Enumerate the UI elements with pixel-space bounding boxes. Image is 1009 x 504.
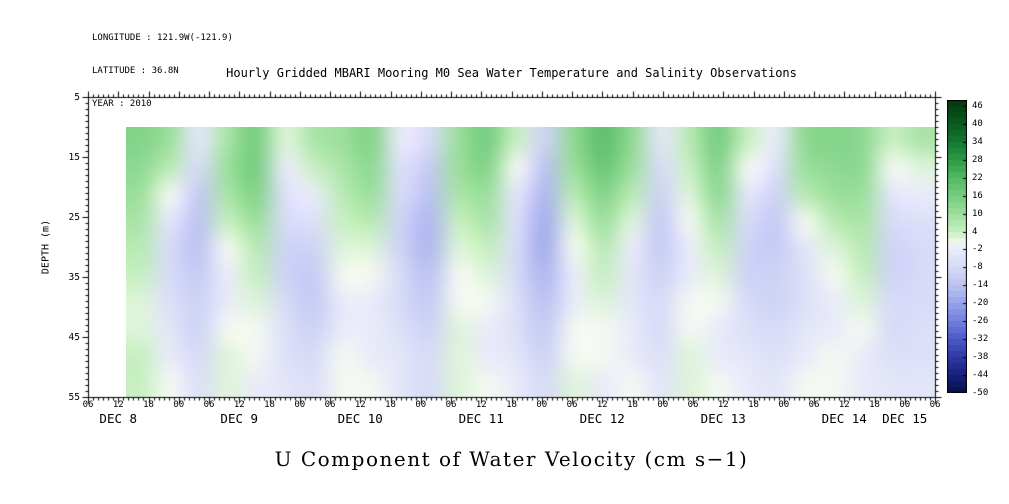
colorbar-tick-label: -14 <box>972 280 989 291</box>
x-hour-tick-label: 06 <box>445 400 457 410</box>
colorbar-tick-label: -32 <box>972 334 989 345</box>
x-hour-tick-label: 00 <box>415 400 427 410</box>
x-hour-tick-label: 12 <box>717 400 729 410</box>
x-hour-tick-label: 00 <box>536 400 548 410</box>
y-axis-label: DEPTH (m) <box>40 219 52 275</box>
x-hour-tick-label: 06 <box>82 400 94 410</box>
colorbar-tick-label: -8 <box>972 262 983 273</box>
x-hour-tick-label: 12 <box>475 400 487 410</box>
colorbar-tick-label: 46 <box>972 100 983 111</box>
colorbar-tick-label: 16 <box>972 190 983 201</box>
colorbar-tick-label: -2 <box>972 244 983 255</box>
x-date-label: DEC 15 <box>882 411 928 426</box>
x-hour-tick-label: 00 <box>657 400 669 410</box>
y-tick-label: 45 <box>68 331 80 343</box>
x-date-label: DEC 9 <box>220 411 259 426</box>
x-hour-tick-label: 18 <box>385 400 396 410</box>
colorbar-tick-label: 28 <box>972 154 983 165</box>
colorbar-tick-label: -38 <box>972 352 989 363</box>
x-hour-tick-label: 12 <box>233 400 245 410</box>
colorbar-tick-label: -50 <box>972 388 989 398</box>
colorbar-tick-label: 34 <box>972 136 983 147</box>
x-hour-tick-label: 06 <box>808 400 820 410</box>
x-hour-tick-label: 00 <box>778 400 790 410</box>
y-tick-label: 15 <box>68 151 80 163</box>
x-hour-tick-label: 18 <box>869 400 880 410</box>
x-hour-tick-label: 18 <box>264 400 275 410</box>
y-tick-label: 55 <box>68 391 80 403</box>
x-date-label: DEC 14 <box>821 411 867 426</box>
x-hour-tick-label: 12 <box>838 400 850 410</box>
x-hour-tick-label: 06 <box>203 400 215 410</box>
x-hour-tick-label: 06 <box>566 400 578 410</box>
x-hour-tick-label: 06 <box>687 400 699 410</box>
x-date-label: DEC 8 <box>99 411 138 426</box>
colorbar-tick-label: -20 <box>972 298 989 309</box>
y-tick-label: 35 <box>68 271 80 283</box>
colorbar-tick-label: 4 <box>972 226 978 237</box>
colorbar-tick-label: 40 <box>972 118 983 129</box>
x-hour-tick-label: 12 <box>596 400 608 410</box>
colorbar-tick-label: -44 <box>972 370 989 381</box>
x-date-label: DEC 12 <box>579 411 625 426</box>
colorbar-tick-label: 22 <box>972 172 983 183</box>
y-tick-label: 25 <box>68 211 80 223</box>
x-hour-tick-label: 18 <box>506 400 517 410</box>
x-hour-tick-label: 06 <box>929 400 941 410</box>
plot-caption: U Component of Water Velocity (cm s−1) <box>274 447 749 471</box>
x-hour-tick-label: 18 <box>748 400 759 410</box>
colorbar-tick-label: -26 <box>972 316 989 327</box>
x-hour-tick-label: 12 <box>354 400 366 410</box>
colorbar <box>947 100 967 393</box>
x-hour-tick-label: 06 <box>324 400 336 410</box>
x-hour-tick-label: 18 <box>143 400 154 410</box>
x-hour-tick-label: 00 <box>173 400 185 410</box>
x-hour-tick-label: 12 <box>112 400 124 410</box>
y-tick-label: 5 <box>74 91 80 103</box>
x-hour-tick-label: 00 <box>899 400 911 410</box>
x-hour-tick-label: 00 <box>294 400 306 410</box>
x-date-label: DEC 13 <box>700 411 746 426</box>
x-date-label: DEC 11 <box>458 411 504 426</box>
x-hour-tick-label: 18 <box>627 400 638 410</box>
x-date-label: DEC 10 <box>337 411 383 426</box>
colorbar-tick-label: 10 <box>972 208 983 219</box>
